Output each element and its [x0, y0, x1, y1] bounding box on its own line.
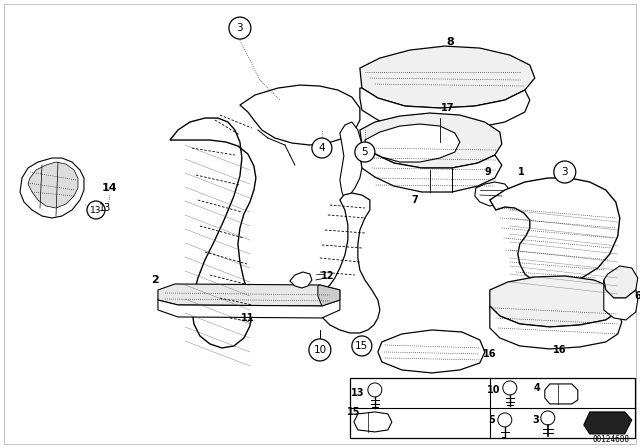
- Text: 5: 5: [488, 415, 495, 425]
- Polygon shape: [604, 266, 638, 298]
- Circle shape: [312, 138, 332, 158]
- Polygon shape: [158, 300, 340, 318]
- Circle shape: [352, 336, 372, 356]
- Text: 7: 7: [412, 195, 418, 205]
- Text: 13: 13: [90, 206, 102, 215]
- Text: 3: 3: [561, 167, 568, 177]
- Polygon shape: [170, 118, 256, 348]
- Polygon shape: [318, 285, 340, 306]
- Polygon shape: [240, 85, 360, 145]
- Text: 10: 10: [314, 345, 326, 355]
- Text: 10: 10: [487, 385, 500, 395]
- Circle shape: [229, 17, 251, 39]
- Text: —: —: [316, 271, 324, 280]
- Text: 5: 5: [362, 147, 368, 157]
- Text: 1: 1: [518, 167, 525, 177]
- Text: 15: 15: [355, 341, 369, 351]
- Text: 17: 17: [441, 103, 454, 113]
- Text: 00124688: 00124688: [593, 435, 630, 444]
- FancyBboxPatch shape: [350, 378, 635, 438]
- Text: 2: 2: [151, 275, 159, 285]
- Circle shape: [309, 339, 331, 361]
- Text: 13: 13: [351, 388, 365, 398]
- Circle shape: [503, 381, 517, 395]
- Text: 14: 14: [102, 183, 118, 193]
- Polygon shape: [360, 88, 530, 130]
- Polygon shape: [365, 124, 460, 162]
- Circle shape: [554, 161, 576, 183]
- Polygon shape: [320, 193, 380, 333]
- Polygon shape: [354, 412, 392, 432]
- Polygon shape: [360, 113, 502, 168]
- Polygon shape: [28, 162, 78, 208]
- Polygon shape: [490, 178, 620, 286]
- Polygon shape: [20, 158, 84, 218]
- Text: 3: 3: [237, 23, 243, 33]
- Text: 6: 6: [634, 291, 640, 301]
- Circle shape: [87, 201, 105, 219]
- Text: 13: 13: [99, 203, 111, 213]
- Text: 16: 16: [483, 349, 497, 359]
- Polygon shape: [490, 306, 622, 349]
- Text: 4: 4: [533, 383, 540, 393]
- Text: 11: 11: [241, 313, 255, 323]
- Text: 15: 15: [347, 407, 360, 417]
- Text: 4: 4: [319, 143, 325, 153]
- Circle shape: [355, 142, 375, 162]
- Polygon shape: [490, 276, 622, 327]
- Circle shape: [368, 383, 382, 397]
- Polygon shape: [158, 284, 340, 306]
- Circle shape: [498, 413, 512, 427]
- Text: 8: 8: [446, 37, 454, 47]
- Polygon shape: [340, 122, 362, 200]
- Polygon shape: [545, 384, 578, 404]
- Polygon shape: [604, 280, 638, 320]
- Polygon shape: [584, 412, 632, 434]
- Polygon shape: [360, 144, 502, 192]
- Text: 3: 3: [532, 415, 539, 425]
- Polygon shape: [290, 272, 312, 288]
- Polygon shape: [360, 46, 535, 108]
- Text: 12: 12: [321, 271, 335, 281]
- Text: 9: 9: [484, 167, 491, 177]
- Circle shape: [541, 411, 555, 425]
- Text: 16: 16: [553, 345, 566, 355]
- Polygon shape: [378, 330, 485, 373]
- Polygon shape: [475, 182, 510, 206]
- Polygon shape: [416, 115, 462, 142]
